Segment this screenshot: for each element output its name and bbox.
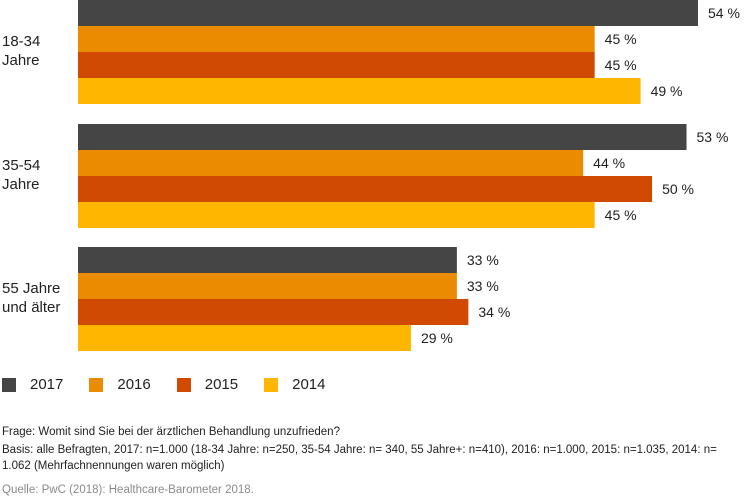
bar-2014 (78, 325, 411, 351)
legend-item-2017: 2017 (2, 376, 63, 393)
legend-swatch (176, 377, 191, 392)
survey-question: Frage: Womit sind Sie bei der ärztlichen… (2, 426, 340, 438)
bar-2014 (78, 202, 595, 228)
data-label: 34 % (478, 304, 510, 320)
legend-item-2015: 2015 (176, 376, 239, 393)
chart-source: Quelle: PwC (2018): Healthcare-Barometer… (2, 484, 254, 496)
bar-2016 (78, 26, 595, 52)
data-label: 45 % (605, 57, 637, 73)
data-label: 29 % (421, 330, 453, 346)
bar-chart: 18-34 Jahre 54 % 45 % 45 % 49 % 35-54 Jahre 53 %… (2, 0, 740, 351)
data-label: 44 % (593, 155, 625, 171)
data-label: 33 % (467, 252, 499, 268)
bar-2017 (78, 0, 698, 26)
bar-2014 (78, 78, 641, 104)
data-label: 54 % (708, 5, 740, 21)
data-label: 53 % (697, 129, 729, 145)
data-label: 33 % (467, 278, 499, 294)
bar-2015 (78, 52, 595, 78)
legend-swatch (2, 377, 16, 392)
bar-2017 (78, 124, 687, 150)
legend-swatch (89, 377, 104, 392)
data-label: 45 % (605, 207, 637, 223)
legend-label: 2016 (117, 376, 151, 393)
bar-2017 (78, 247, 457, 273)
survey-basis: Basis: alle Befragten, 2017: n=1.000 (18… (2, 444, 717, 472)
chart-legend: 2017 2016 2015 2014 (2, 376, 352, 393)
legend-swatch (264, 377, 279, 392)
chart-notes: Frage: Womit sind Sie bei der ärztlichen… (2, 424, 742, 496)
legend-label: 2017 (30, 376, 64, 393)
legend-label: 2015 (204, 376, 239, 393)
data-label: 49 % (651, 83, 683, 99)
bar-2015 (78, 176, 653, 202)
category-label: 18-34 Jahre (2, 33, 40, 69)
data-label: 50 % (662, 181, 694, 197)
data-label: 45 % (605, 31, 637, 47)
bar-2016 (78, 273, 457, 299)
legend-item-2016: 2016 (89, 376, 151, 393)
bar-2015 (78, 299, 469, 325)
legend-item-2014: 2014 (264, 376, 326, 393)
category-label: 35-54 Jahre (2, 157, 40, 193)
bar-2016 (78, 150, 584, 176)
legend-label: 2014 (292, 376, 326, 393)
category-label: 55 Jahre und älter (2, 280, 60, 316)
